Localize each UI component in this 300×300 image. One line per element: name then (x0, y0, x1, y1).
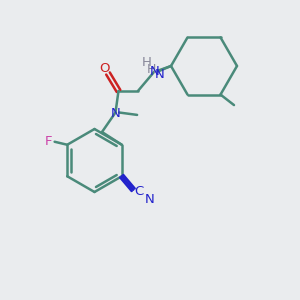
Text: N: N (145, 193, 154, 206)
Text: F: F (44, 135, 52, 148)
Text: H: H (142, 56, 152, 70)
Text: N: N (150, 65, 159, 78)
Text: O: O (100, 61, 110, 75)
Text: N: N (111, 106, 121, 120)
Text: H: H (147, 62, 156, 76)
Text: N: N (155, 68, 164, 81)
Text: C: C (135, 185, 144, 198)
